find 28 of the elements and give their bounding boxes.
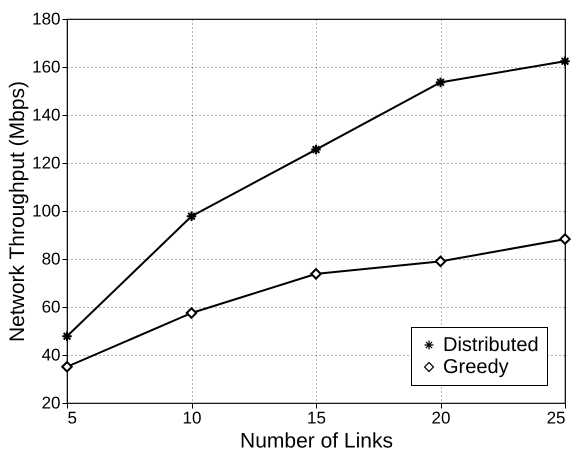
legend-label: Distributed	[443, 334, 539, 356]
y-tick-label: 160	[32, 58, 60, 76]
point	[310, 144, 322, 156]
y-tick-label: 20	[42, 394, 60, 412]
x-tick-label: 15	[307, 408, 326, 428]
point	[434, 76, 446, 88]
y-tick-label: 120	[32, 154, 60, 172]
x-axis-title: Number of Links	[240, 430, 393, 452]
point	[434, 256, 446, 268]
y-tick-label: 80	[42, 250, 60, 268]
y-tick-label: 40	[42, 346, 60, 364]
y-tick-label: 140	[32, 106, 60, 124]
y-tick-label: 180	[32, 10, 60, 28]
x-tick-label: 20	[432, 408, 450, 428]
point	[61, 361, 73, 373]
point	[61, 330, 73, 342]
point	[310, 268, 322, 280]
x-tick-label: 10	[182, 408, 202, 428]
y-tick-label: 60	[42, 298, 60, 316]
legend-label: Greedy	[443, 356, 509, 378]
x-tick-label: 5	[68, 408, 77, 428]
x-tick-label: 25	[546, 408, 566, 428]
point	[559, 233, 571, 245]
point	[186, 307, 198, 319]
y-tick-label: 100	[32, 202, 60, 220]
point	[559, 55, 571, 67]
y-axis-title: Network Throughput (Mbps)	[6, 80, 30, 342]
point	[186, 210, 198, 222]
